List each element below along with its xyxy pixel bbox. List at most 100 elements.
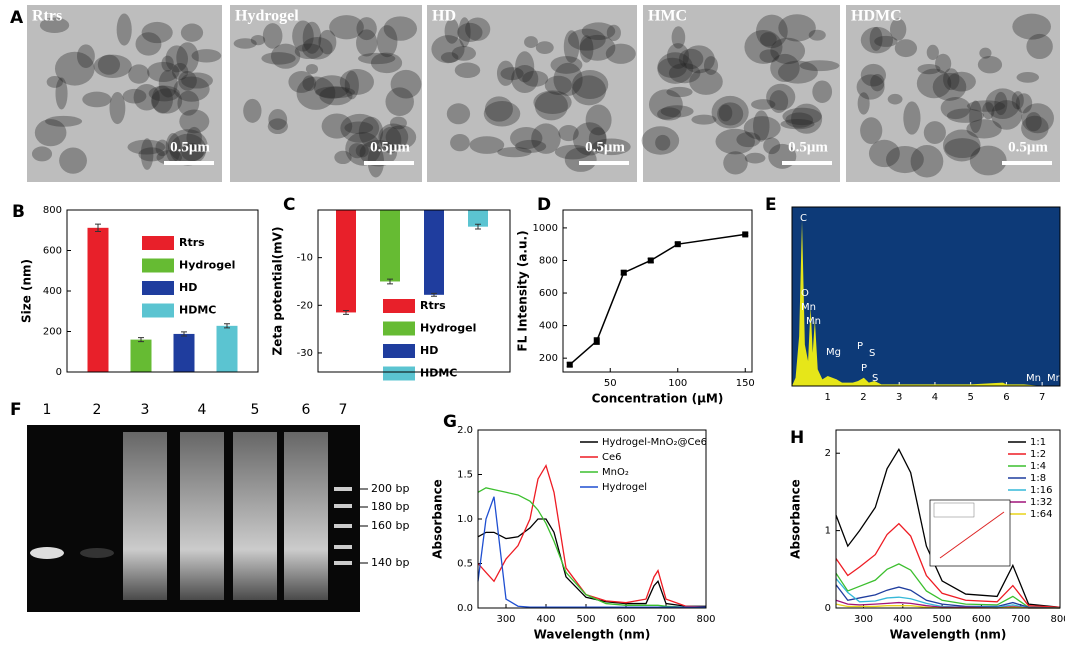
peak-label: O [801, 288, 809, 299]
particle [451, 46, 476, 61]
particle [751, 99, 776, 110]
particle [655, 134, 671, 151]
particle [943, 68, 960, 91]
panel-letter: D [537, 195, 551, 215]
particle [923, 121, 946, 145]
particle [296, 76, 336, 110]
particle [31, 146, 53, 162]
micrograph: HMC 0.5μm [641, 5, 840, 182]
particle [778, 14, 816, 42]
x-axis-label: Wavelength (nm) [534, 628, 651, 642]
particle [191, 49, 222, 63]
particle [158, 70, 178, 98]
x-tick-label: 2 [860, 392, 866, 403]
micrograph: Rtrs 0.5μm [27, 5, 222, 182]
particle [916, 68, 952, 99]
particle [54, 51, 95, 86]
marker-label: 200 bp [371, 482, 409, 495]
particle [571, 75, 607, 106]
data-line [835, 584, 1061, 609]
panel-letter: C [283, 195, 295, 215]
ladder-band [334, 524, 352, 528]
scale-bar-label: 0.5μm [1008, 139, 1048, 155]
particle [799, 60, 840, 72]
panel-letter: B [12, 202, 25, 222]
x-tick-label: 1 [825, 392, 831, 403]
data-point [620, 269, 627, 276]
particle [176, 42, 199, 74]
particle [544, 75, 573, 96]
particle [165, 45, 189, 73]
particle [339, 69, 374, 95]
y-tick-label: 800 [539, 255, 558, 266]
x-tick-label: 300 [496, 614, 515, 625]
particle [534, 91, 568, 121]
scale-bar-label: 0.5μm [370, 139, 410, 155]
particle [318, 29, 337, 55]
plot-frame [562, 209, 753, 373]
plot-frame [317, 209, 511, 373]
particle [329, 15, 364, 40]
peak-label: P [857, 341, 863, 352]
y-tick-label: 2.0 [457, 425, 473, 436]
particle [34, 119, 67, 147]
particle [148, 85, 180, 102]
legend-label: 1:16 [1030, 485, 1052, 496]
particle [666, 86, 693, 98]
particle [515, 139, 547, 153]
legend-swatch [383, 344, 415, 358]
lane-label: 3 [141, 402, 150, 418]
y-tick-label: 600 [43, 246, 62, 257]
particle [454, 62, 481, 78]
legend-label: MnO₂ [602, 467, 629, 478]
scale-bar-label: 0.5μm [788, 139, 828, 155]
particle [874, 35, 898, 47]
legend-label: Hydrogel [179, 259, 235, 272]
particle [791, 103, 823, 134]
particle [717, 102, 744, 126]
particle [344, 70, 359, 100]
particle [585, 104, 612, 136]
legend-swatch [383, 366, 415, 381]
particle [140, 138, 154, 170]
particle [138, 147, 165, 162]
y-axis-label: Absorbance [789, 479, 803, 559]
particle [780, 118, 815, 130]
particle [1025, 112, 1042, 132]
micrograph-label: HD [432, 8, 456, 25]
particle [755, 14, 788, 49]
data-line [477, 496, 706, 608]
micrograph-bg [846, 5, 1060, 182]
particle [292, 20, 314, 52]
particle [294, 43, 324, 60]
particle [173, 76, 210, 102]
bar [380, 210, 400, 282]
particle [177, 90, 200, 116]
panel-letter: E [765, 195, 777, 215]
particle [383, 16, 418, 41]
particle [250, 35, 266, 46]
particle [856, 74, 885, 100]
y-axis-label: FL Intensity (a.u.) [516, 230, 530, 351]
particle [860, 26, 894, 54]
particle [744, 29, 783, 64]
particle [483, 101, 521, 127]
particle [133, 84, 160, 111]
particle [744, 152, 766, 164]
peak-label: Mn [801, 302, 816, 313]
plot-frame [791, 206, 1061, 387]
particle [233, 38, 257, 49]
particle [572, 70, 609, 99]
data-point [742, 231, 749, 238]
particle [606, 24, 621, 42]
particle [926, 44, 939, 61]
data-point [566, 361, 573, 368]
particle [969, 100, 983, 134]
particle [46, 76, 63, 88]
legend-label: 1:64 [1030, 509, 1052, 520]
particle [985, 88, 1021, 120]
x-tick-label: 500 [576, 614, 595, 625]
plot-frame [66, 209, 259, 373]
particle [93, 54, 132, 78]
particle [1026, 33, 1053, 60]
